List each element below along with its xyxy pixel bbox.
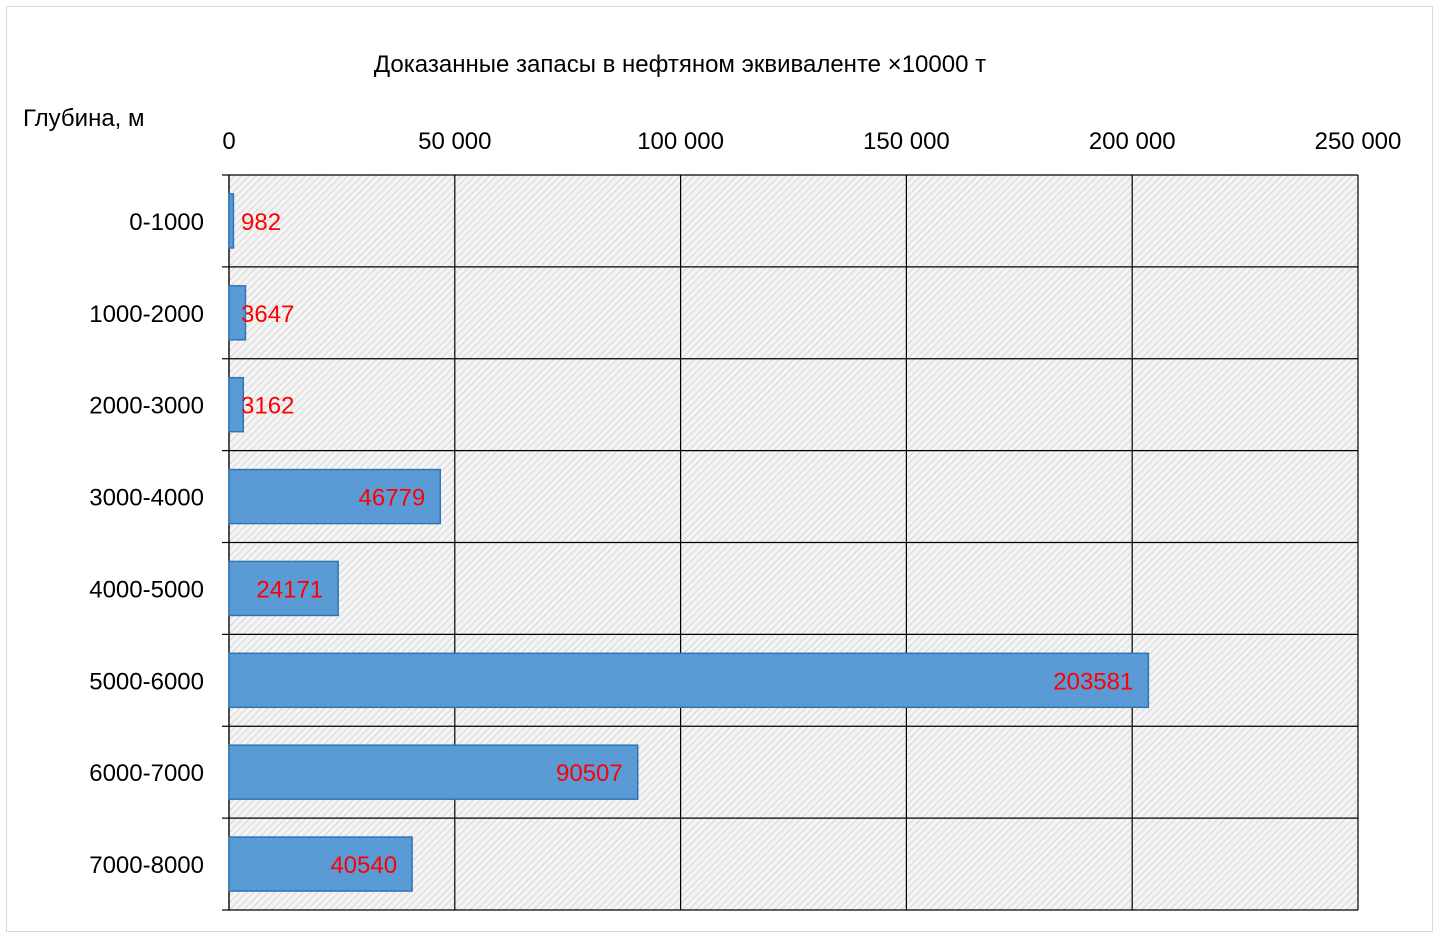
y-axis-category-labels: 0-1000 1000-2000 2000-3000 3000-4000 4000-50…	[89, 209, 204, 879]
y-axis-label: Глубина, м	[23, 105, 145, 132]
category-label: 1000-2000	[89, 301, 204, 328]
data-labels: 982 3647 3162 46779 24171 203581 90507 40540	[241, 209, 1133, 879]
data-label: 203581	[1053, 668, 1133, 695]
x-tick-label: 250 000	[1315, 128, 1402, 155]
x-tick-label: 200 000	[1089, 128, 1176, 155]
bar	[228, 193, 235, 249]
chart-title: Доказанные запасы в нефтяном эквиваленте…	[374, 51, 986, 78]
data-label: 24171	[256, 576, 323, 603]
bars	[228, 193, 1150, 892]
x-tick-label: 150 000	[863, 128, 950, 155]
category-label: 4000-5000	[89, 576, 204, 603]
data-label: 982	[241, 209, 281, 236]
bar	[228, 744, 639, 800]
x-axis-tick-labels: 0 50 000 100 000 150 000 200 000 250 000	[222, 128, 1401, 155]
data-label: 90507	[556, 760, 623, 787]
data-label: 46779	[359, 485, 426, 512]
category-label: 6000-7000	[89, 760, 204, 787]
category-label: 2000-3000	[89, 393, 204, 420]
category-label: 3000-4000	[89, 485, 204, 512]
bar	[228, 560, 339, 617]
x-tick-label: 50 000	[418, 128, 491, 155]
x-tick-label: 0	[222, 128, 235, 155]
bar	[228, 836, 413, 892]
category-label: 7000-8000	[89, 852, 204, 879]
data-label: 3162	[241, 393, 294, 420]
data-label: 40540	[330, 852, 397, 879]
bar	[228, 376, 245, 433]
bar	[228, 652, 1150, 709]
bar	[228, 285, 247, 341]
x-tick-label: 100 000	[637, 128, 724, 155]
data-label: 3647	[241, 301, 294, 328]
chart-frame	[6, 6, 1433, 932]
category-label: 5000-6000	[89, 668, 204, 695]
bar	[228, 468, 442, 525]
category-label: 0-1000	[129, 209, 204, 236]
